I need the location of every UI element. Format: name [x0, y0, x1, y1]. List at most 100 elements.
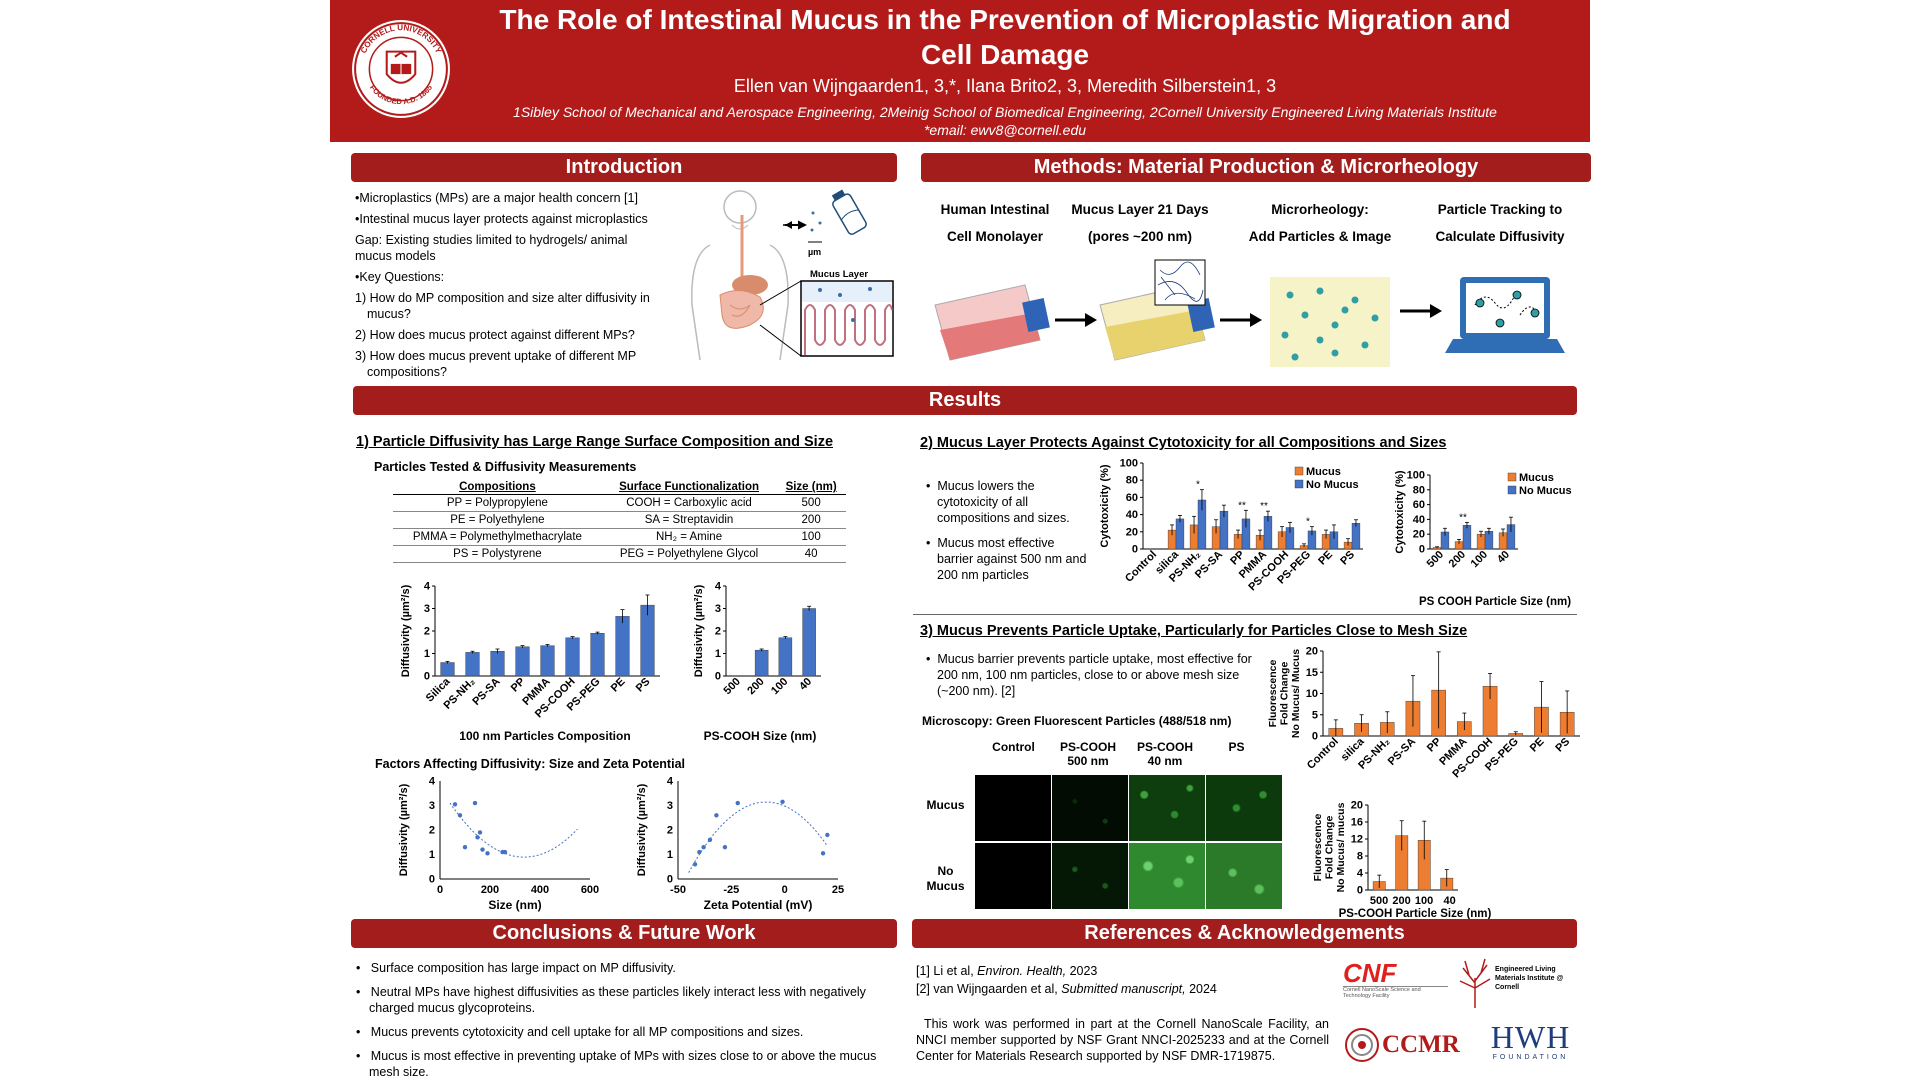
- microscopy-col-control: Control: [992, 740, 1035, 754]
- data-point: [825, 832, 830, 838]
- y-tick-label: 1: [715, 648, 721, 660]
- x-tick-label: 25: [832, 884, 844, 896]
- x-axis-label: PS COOH Particle Size (nm): [1419, 596, 1571, 608]
- section-2-title: 2) Mucus Layer Protects Against Cytotoxi…: [920, 435, 1447, 451]
- y-tick-label: 3: [429, 800, 435, 812]
- conclusion-item: • Neutral MPs have highest diffusivities…: [356, 985, 866, 1015]
- reference-2: [2] van Wijngaarden et al, Submitted man…: [916, 982, 1217, 996]
- bar: [754, 649, 769, 677]
- method-step-3-label: Microrheology: Add Particles & Image: [1248, 202, 1392, 244]
- y-tick-label: 20: [1413, 529, 1425, 541]
- cornell-seal-icon: CORNELL UNIVERSITY FOUNDED A.D. 1865: [352, 20, 450, 118]
- y-tick-label: 100: [1120, 458, 1138, 470]
- bar: [615, 616, 630, 677]
- table-header-compositions: Compositions: [393, 480, 602, 495]
- bar: [778, 637, 793, 677]
- bar: [565, 637, 580, 677]
- x-axis-label: Size (nm): [488, 898, 541, 912]
- x-tick-label: 200: [1447, 549, 1468, 570]
- trendline: [449, 802, 578, 858]
- legend-label: No Mucus: [1306, 479, 1359, 491]
- conclusion-item: • Mucus prevents cytotoxicity and cell u…: [356, 1025, 804, 1039]
- y-tick-label: 0: [667, 874, 673, 886]
- y-tick-label: 10: [1306, 688, 1318, 700]
- conclusion-item: • Mucus is most effective in preventing …: [356, 1049, 877, 1079]
- x-tick-label: 40: [797, 676, 814, 693]
- microscopy-image: [975, 843, 1051, 909]
- x-axis-label: PS-COOH Size (nm): [704, 729, 817, 743]
- y-tick-label: 4: [1357, 868, 1364, 880]
- ccmr-logo: CCMR: [1345, 1025, 1465, 1065]
- bar: [515, 646, 530, 677]
- y-tick-label: 2: [424, 626, 430, 638]
- data-point: [472, 800, 478, 806]
- bullet-uptake: • Mucus barrier prevents particle uptake…: [926, 652, 1252, 698]
- y-axis-label: Cytotoxicity (%): [1099, 464, 1111, 547]
- data-point: [722, 844, 728, 850]
- x-tick-label: 500: [1425, 549, 1446, 570]
- particles-icon: [1270, 277, 1390, 367]
- cnf-logo: CNF Cornell NanoScale Science and Techno…: [1343, 960, 1453, 1000]
- microscopy-image: [1052, 843, 1128, 909]
- legend-swatch: [1507, 472, 1517, 482]
- y-tick-label: 40: [1126, 509, 1138, 521]
- y-tick-label: 80: [1413, 484, 1425, 496]
- x-tick-label: PS: [1553, 736, 1572, 755]
- poster-title: The Role of Intestinal Mucus in the Prev…: [499, 4, 1511, 70]
- data-point: [480, 847, 485, 852]
- x-tick-label: PS: [1338, 549, 1357, 568]
- trendline: [688, 801, 828, 873]
- section-2-bullets: • Mucus lowers the cytotoxicity of all c…: [923, 478, 1093, 583]
- data-point: [477, 830, 483, 835]
- tree-icon: [1459, 958, 1491, 1008]
- conclusions-list: • Surface composition has large impact o…: [353, 960, 893, 1080]
- y-axis-label: Fluorescence: [1312, 813, 1324, 881]
- x-tick-label: PS-SA: [470, 676, 502, 708]
- x-tick-label: -25: [723, 884, 739, 896]
- data-point: [714, 813, 719, 818]
- x-tick-label: 200: [481, 884, 499, 896]
- factors-title: Factors Affecting Diffusivity: Size and …: [375, 757, 685, 771]
- y-tick-label: 0: [424, 671, 430, 683]
- section-1-title: 1) Particle Diffusivity has Large Range …: [356, 434, 834, 450]
- x-tick-label: PE: [1528, 736, 1547, 755]
- introduction-banner: Introduction: [351, 153, 897, 182]
- microscopy-row-mucus: Mucus: [926, 798, 965, 812]
- method-step-4-label: Particle Tracking to Calculate Diffusivit…: [1435, 202, 1565, 244]
- y-axis-label: Cytotoxicity (%): [1394, 470, 1406, 553]
- data-point: [452, 802, 458, 807]
- x-tick-label: 200: [745, 676, 766, 697]
- authors: Ellen van Wijngaarden1, 3,*, Ilana Brito…: [733, 76, 1277, 96]
- data-point: [780, 799, 785, 805]
- diffusivity-size-chart: 0 1 2 3 4 500 200 100 40 PS-COOH Size (nm) Diffusi…: [693, 581, 821, 743]
- y-tick-label: 80: [1126, 475, 1138, 487]
- bar: [490, 651, 505, 677]
- bar: [440, 662, 455, 677]
- y-axis-label: Fold Change: [1279, 662, 1291, 726]
- x-tick-label: PP: [1425, 736, 1444, 755]
- data-point: [485, 851, 490, 856]
- divider: [913, 614, 1577, 615]
- data-point: [475, 835, 480, 840]
- significance-marker: *: [1306, 517, 1310, 528]
- references-banner: References & Acknowledgements: [912, 919, 1577, 948]
- bar: [465, 652, 480, 677]
- y-tick-label: 12: [1351, 834, 1363, 846]
- data-point: [457, 813, 463, 818]
- y-axis-label: No Mucus/ mucus: [1335, 802, 1347, 892]
- data-point: [692, 862, 698, 867]
- legend-label: Mucus: [1519, 472, 1554, 484]
- flask-mucus-icon: [1099, 259, 1215, 361]
- bullet-cytotoxicity-2: • Mucus most effective barrier against 5…: [926, 536, 1087, 582]
- x-tick-label: 0: [437, 884, 443, 896]
- microscopy-col-ps: PS: [1228, 740, 1245, 754]
- y-axis-label: Fluorescence: [1267, 659, 1279, 727]
- x-tick-label: 100: [1469, 549, 1490, 570]
- x-tick-label: 500: [1370, 895, 1388, 907]
- x-axis-label: 100 nm Particles Composition: [459, 729, 630, 743]
- y-tick-label: 1: [424, 648, 430, 660]
- x-tick-label: 0: [782, 884, 788, 896]
- legend-swatch: [1294, 466, 1304, 476]
